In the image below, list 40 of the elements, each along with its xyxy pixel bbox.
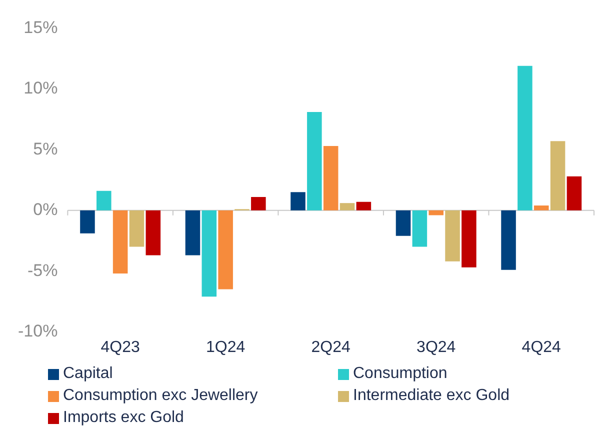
bar bbox=[129, 210, 144, 247]
bar bbox=[112, 210, 128, 274]
x-tick-label: 1Q24 bbox=[206, 338, 246, 356]
legend-label: Intermediate exc Gold bbox=[353, 386, 510, 406]
bar bbox=[80, 210, 95, 234]
bar bbox=[146, 210, 161, 256]
bar bbox=[462, 210, 476, 268]
y-tick-label: -5% bbox=[27, 260, 58, 280]
legend-label: Consumption bbox=[353, 364, 448, 384]
y-tick-label: 0% bbox=[33, 200, 58, 220]
bar bbox=[566, 176, 582, 210]
bar bbox=[518, 66, 532, 210]
x-tick-label: 4Q23 bbox=[100, 338, 140, 356]
bar bbox=[185, 210, 200, 256]
legend-label: Consumption exc Jewellery bbox=[63, 386, 258, 406]
bar bbox=[445, 210, 460, 262]
bar bbox=[323, 146, 338, 210]
y-tick-label: 10% bbox=[24, 78, 58, 98]
bar bbox=[218, 210, 233, 290]
bar bbox=[356, 202, 372, 210]
y-tick-label: -10% bbox=[18, 321, 58, 340]
bar bbox=[202, 210, 217, 297]
bar bbox=[307, 112, 322, 210]
bar bbox=[412, 210, 428, 247]
bar bbox=[290, 192, 306, 210]
x-tick-label: 3Q24 bbox=[416, 338, 456, 356]
bar bbox=[428, 210, 444, 216]
bar bbox=[96, 190, 112, 210]
y-tick-label: 15% bbox=[24, 18, 58, 37]
legend-label: Capital bbox=[63, 364, 113, 384]
y-tick-label: 5% bbox=[33, 139, 58, 158]
bar bbox=[534, 206, 549, 210]
bar bbox=[550, 141, 566, 210]
x-tick-label: 4Q24 bbox=[522, 338, 562, 356]
legend-label: Imports exc Gold bbox=[63, 408, 184, 428]
bar bbox=[340, 203, 355, 210]
bar bbox=[251, 197, 266, 210]
bar bbox=[501, 210, 516, 270]
bar bbox=[396, 210, 411, 236]
x-tick-label: 2Q24 bbox=[311, 338, 351, 356]
